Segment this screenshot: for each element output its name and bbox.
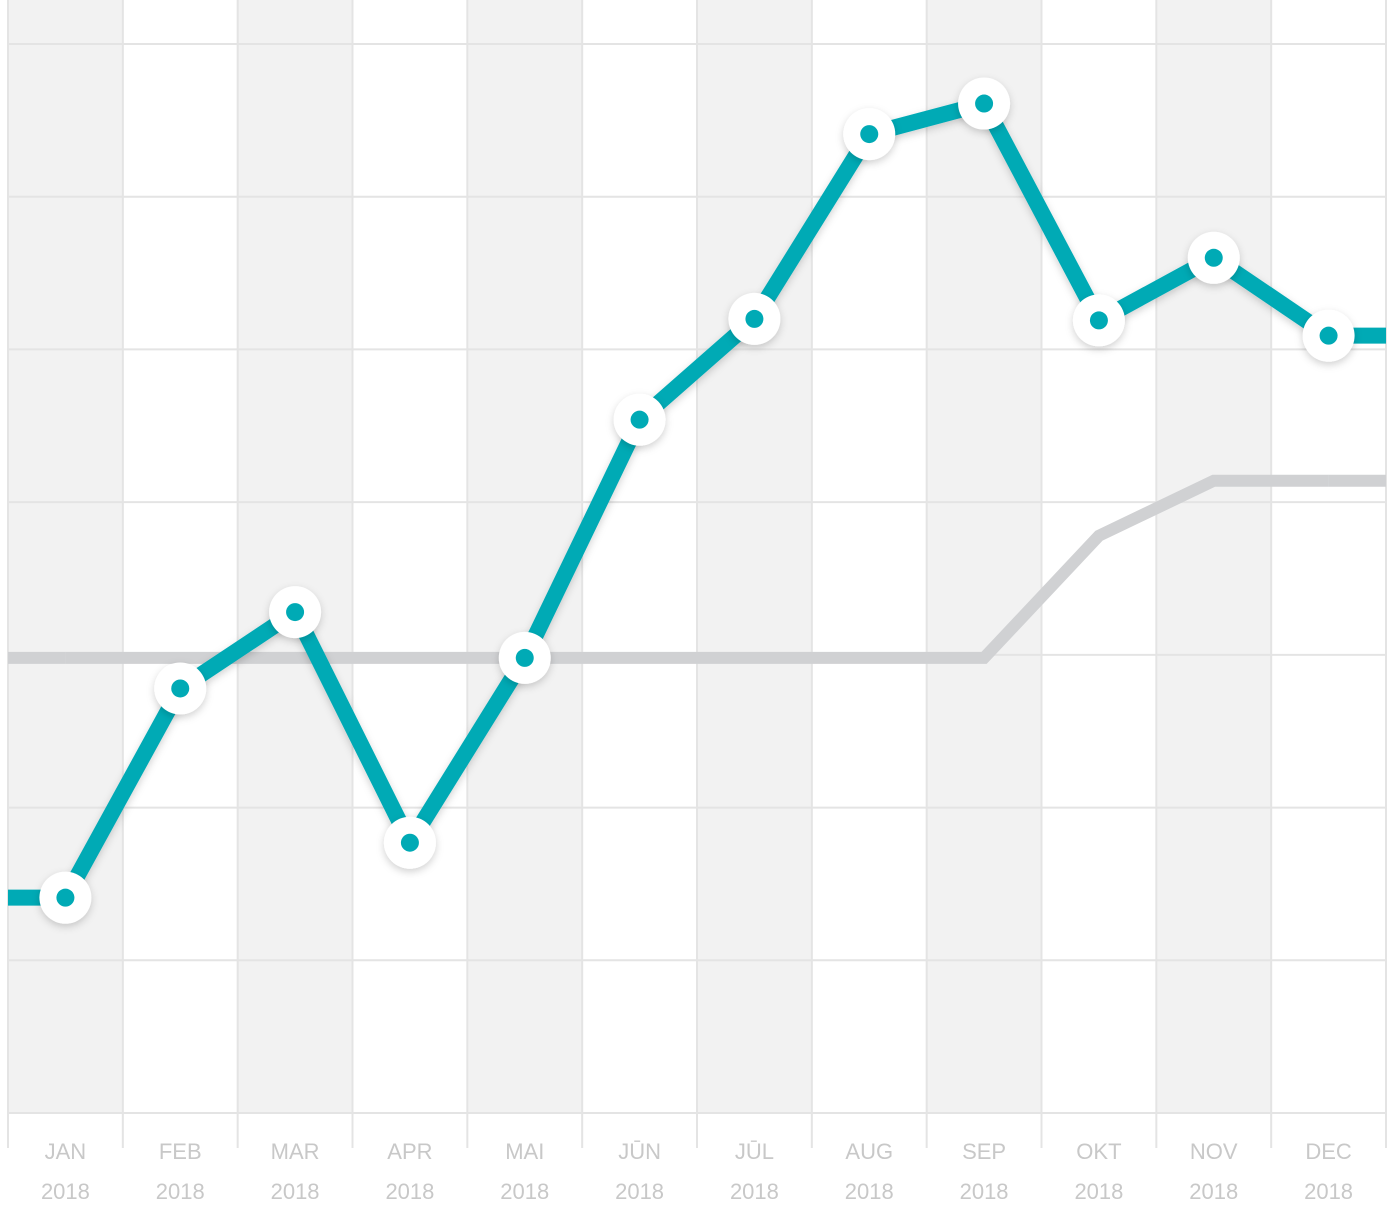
x-tick-label: OKT <box>1076 1139 1121 1164</box>
x-tick-label: DEC <box>1305 1139 1352 1164</box>
x-tick-label: 2018 <box>41 1179 90 1204</box>
column-band <box>1156 0 1272 1113</box>
x-tick-label: 2018 <box>1189 1179 1238 1204</box>
x-tick-label: 2018 <box>271 1179 320 1204</box>
marker-dot <box>400 833 419 852</box>
background <box>8 0 1272 1113</box>
marker-dot <box>286 603 305 622</box>
x-tick-label: 2018 <box>730 1179 779 1204</box>
marker-dot <box>1319 326 1338 345</box>
x-tick-label: 2018 <box>156 1179 205 1204</box>
x-tick-label: FEB <box>159 1139 202 1164</box>
x-tick-label: 2018 <box>960 1179 1009 1204</box>
x-tick-label: 2018 <box>1304 1179 1353 1204</box>
column-band <box>237 0 353 1113</box>
marker-dot <box>630 410 649 429</box>
marker-dot <box>745 309 764 328</box>
x-tick-label: JŪL <box>735 1139 774 1164</box>
x-tick-label: AUG <box>845 1139 893 1164</box>
series-line <box>65 474 1329 664</box>
marker-dot <box>515 648 534 667</box>
x-tick-label: NOV <box>1190 1139 1238 1164</box>
marker-dot <box>171 679 190 698</box>
x-tick-label: SEP <box>962 1139 1006 1164</box>
x-tick-label: MAI <box>505 1139 544 1164</box>
column-band <box>697 0 812 1113</box>
x-tick-label: 2018 <box>845 1179 894 1204</box>
x-tick-label: JŪN <box>618 1139 661 1164</box>
labels: JAN 2018 FEB 2018 MAR 2018 APR 2018 MAI 2018 JŪN 20… <box>41 1139 1353 1204</box>
x-tick-label: 2018 <box>500 1179 549 1204</box>
x-tick-label: 2018 <box>615 1179 664 1204</box>
x-tick-label: 2018 <box>1074 1179 1123 1204</box>
x-tick-label: MAR <box>271 1139 320 1164</box>
marker-dot <box>1204 248 1223 267</box>
x-tick-label: 2018 <box>385 1179 434 1204</box>
marker-dot <box>56 888 75 907</box>
column-band <box>8 0 123 1113</box>
marker-dot <box>1089 311 1108 330</box>
grid <box>7 0 1387 1148</box>
x-tick-label: APR <box>387 1139 432 1164</box>
marker-dot <box>860 125 879 144</box>
x-tick-label: JAN <box>45 1139 87 1164</box>
marker-dot <box>975 94 994 113</box>
lines <box>8 77 1386 924</box>
column-band <box>467 0 583 1113</box>
